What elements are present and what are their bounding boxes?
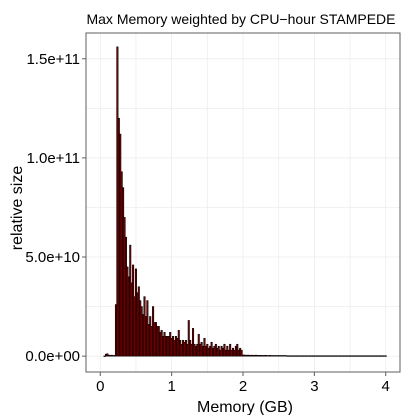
bar — [187, 320, 190, 357]
x-tick-label: 1 — [167, 378, 175, 395]
bar — [192, 328, 195, 357]
x-axis-label: Memory (GB) — [197, 399, 293, 415]
y-tick-label: 1.5e+11 — [26, 51, 80, 68]
y-axis-label: relative size — [9, 166, 26, 251]
y-tick-label: 5.0e+10 — [25, 249, 80, 266]
x-gridlines — [99, 33, 387, 372]
y-tick-label: 1.0e+11 — [26, 150, 80, 167]
chart-title: Max Memory weighted by CPU−hour STAMPEDE — [86, 11, 395, 27]
x-tick-label: 3 — [310, 378, 318, 395]
bar-series — [103, 46, 387, 357]
bar — [384, 355, 387, 357]
y-axis: 0.0e+00 5.0e+10 1.0e+11 1.5e+11 — [25, 51, 86, 365]
x-tick-label: 2 — [239, 378, 247, 395]
x-tick-label: 0 — [96, 378, 104, 395]
x-tick-label: 4 — [382, 378, 390, 395]
x-axis: 0 1 2 3 4 — [96, 372, 390, 395]
y-tick-label: 0.0e+00 — [25, 348, 80, 365]
bar — [240, 349, 243, 357]
